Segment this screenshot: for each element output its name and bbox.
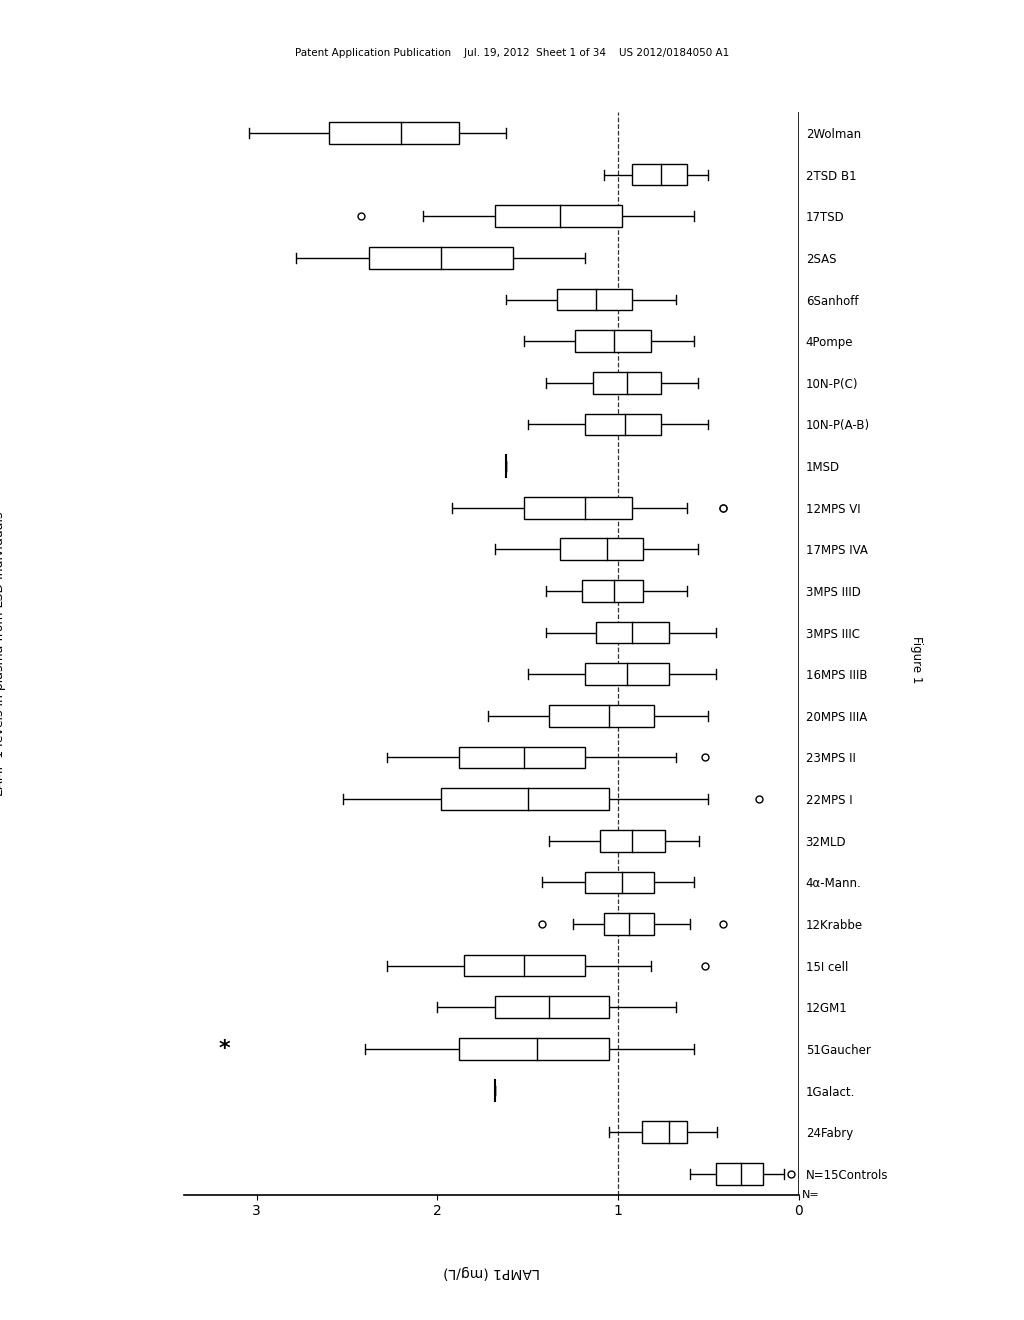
Bar: [496, 997, 609, 1018]
Bar: [716, 1163, 763, 1184]
Text: Figure 1: Figure 1: [910, 636, 923, 684]
Text: N=: N=: [802, 1189, 819, 1200]
Bar: [633, 164, 687, 186]
Bar: [441, 788, 609, 810]
Bar: [586, 664, 669, 685]
Bar: [603, 913, 654, 935]
Bar: [582, 579, 643, 602]
Bar: [369, 247, 513, 269]
Text: *: *: [218, 1039, 229, 1059]
Bar: [586, 871, 654, 894]
Bar: [496, 206, 622, 227]
Bar: [560, 539, 643, 560]
Bar: [596, 622, 669, 643]
Bar: [524, 496, 633, 519]
Bar: [465, 954, 586, 977]
Bar: [329, 123, 459, 144]
Bar: [641, 1121, 687, 1143]
Text: LAMP1 (mg/L): LAMP1 (mg/L): [443, 1265, 540, 1279]
Bar: [586, 413, 662, 436]
Bar: [593, 372, 662, 393]
Bar: [549, 705, 654, 727]
Bar: [557, 289, 633, 310]
Bar: [574, 330, 650, 352]
Bar: [459, 1038, 609, 1060]
Text: LAMP-1 levels in plasma from LSD individuals: LAMP-1 levels in plasma from LSD individ…: [0, 511, 6, 796]
Bar: [459, 747, 586, 768]
Text: Patent Application Publication    Jul. 19, 2012  Sheet 1 of 34    US 2012/018405: Patent Application Publication Jul. 19, …: [295, 48, 729, 58]
Bar: [600, 830, 665, 851]
